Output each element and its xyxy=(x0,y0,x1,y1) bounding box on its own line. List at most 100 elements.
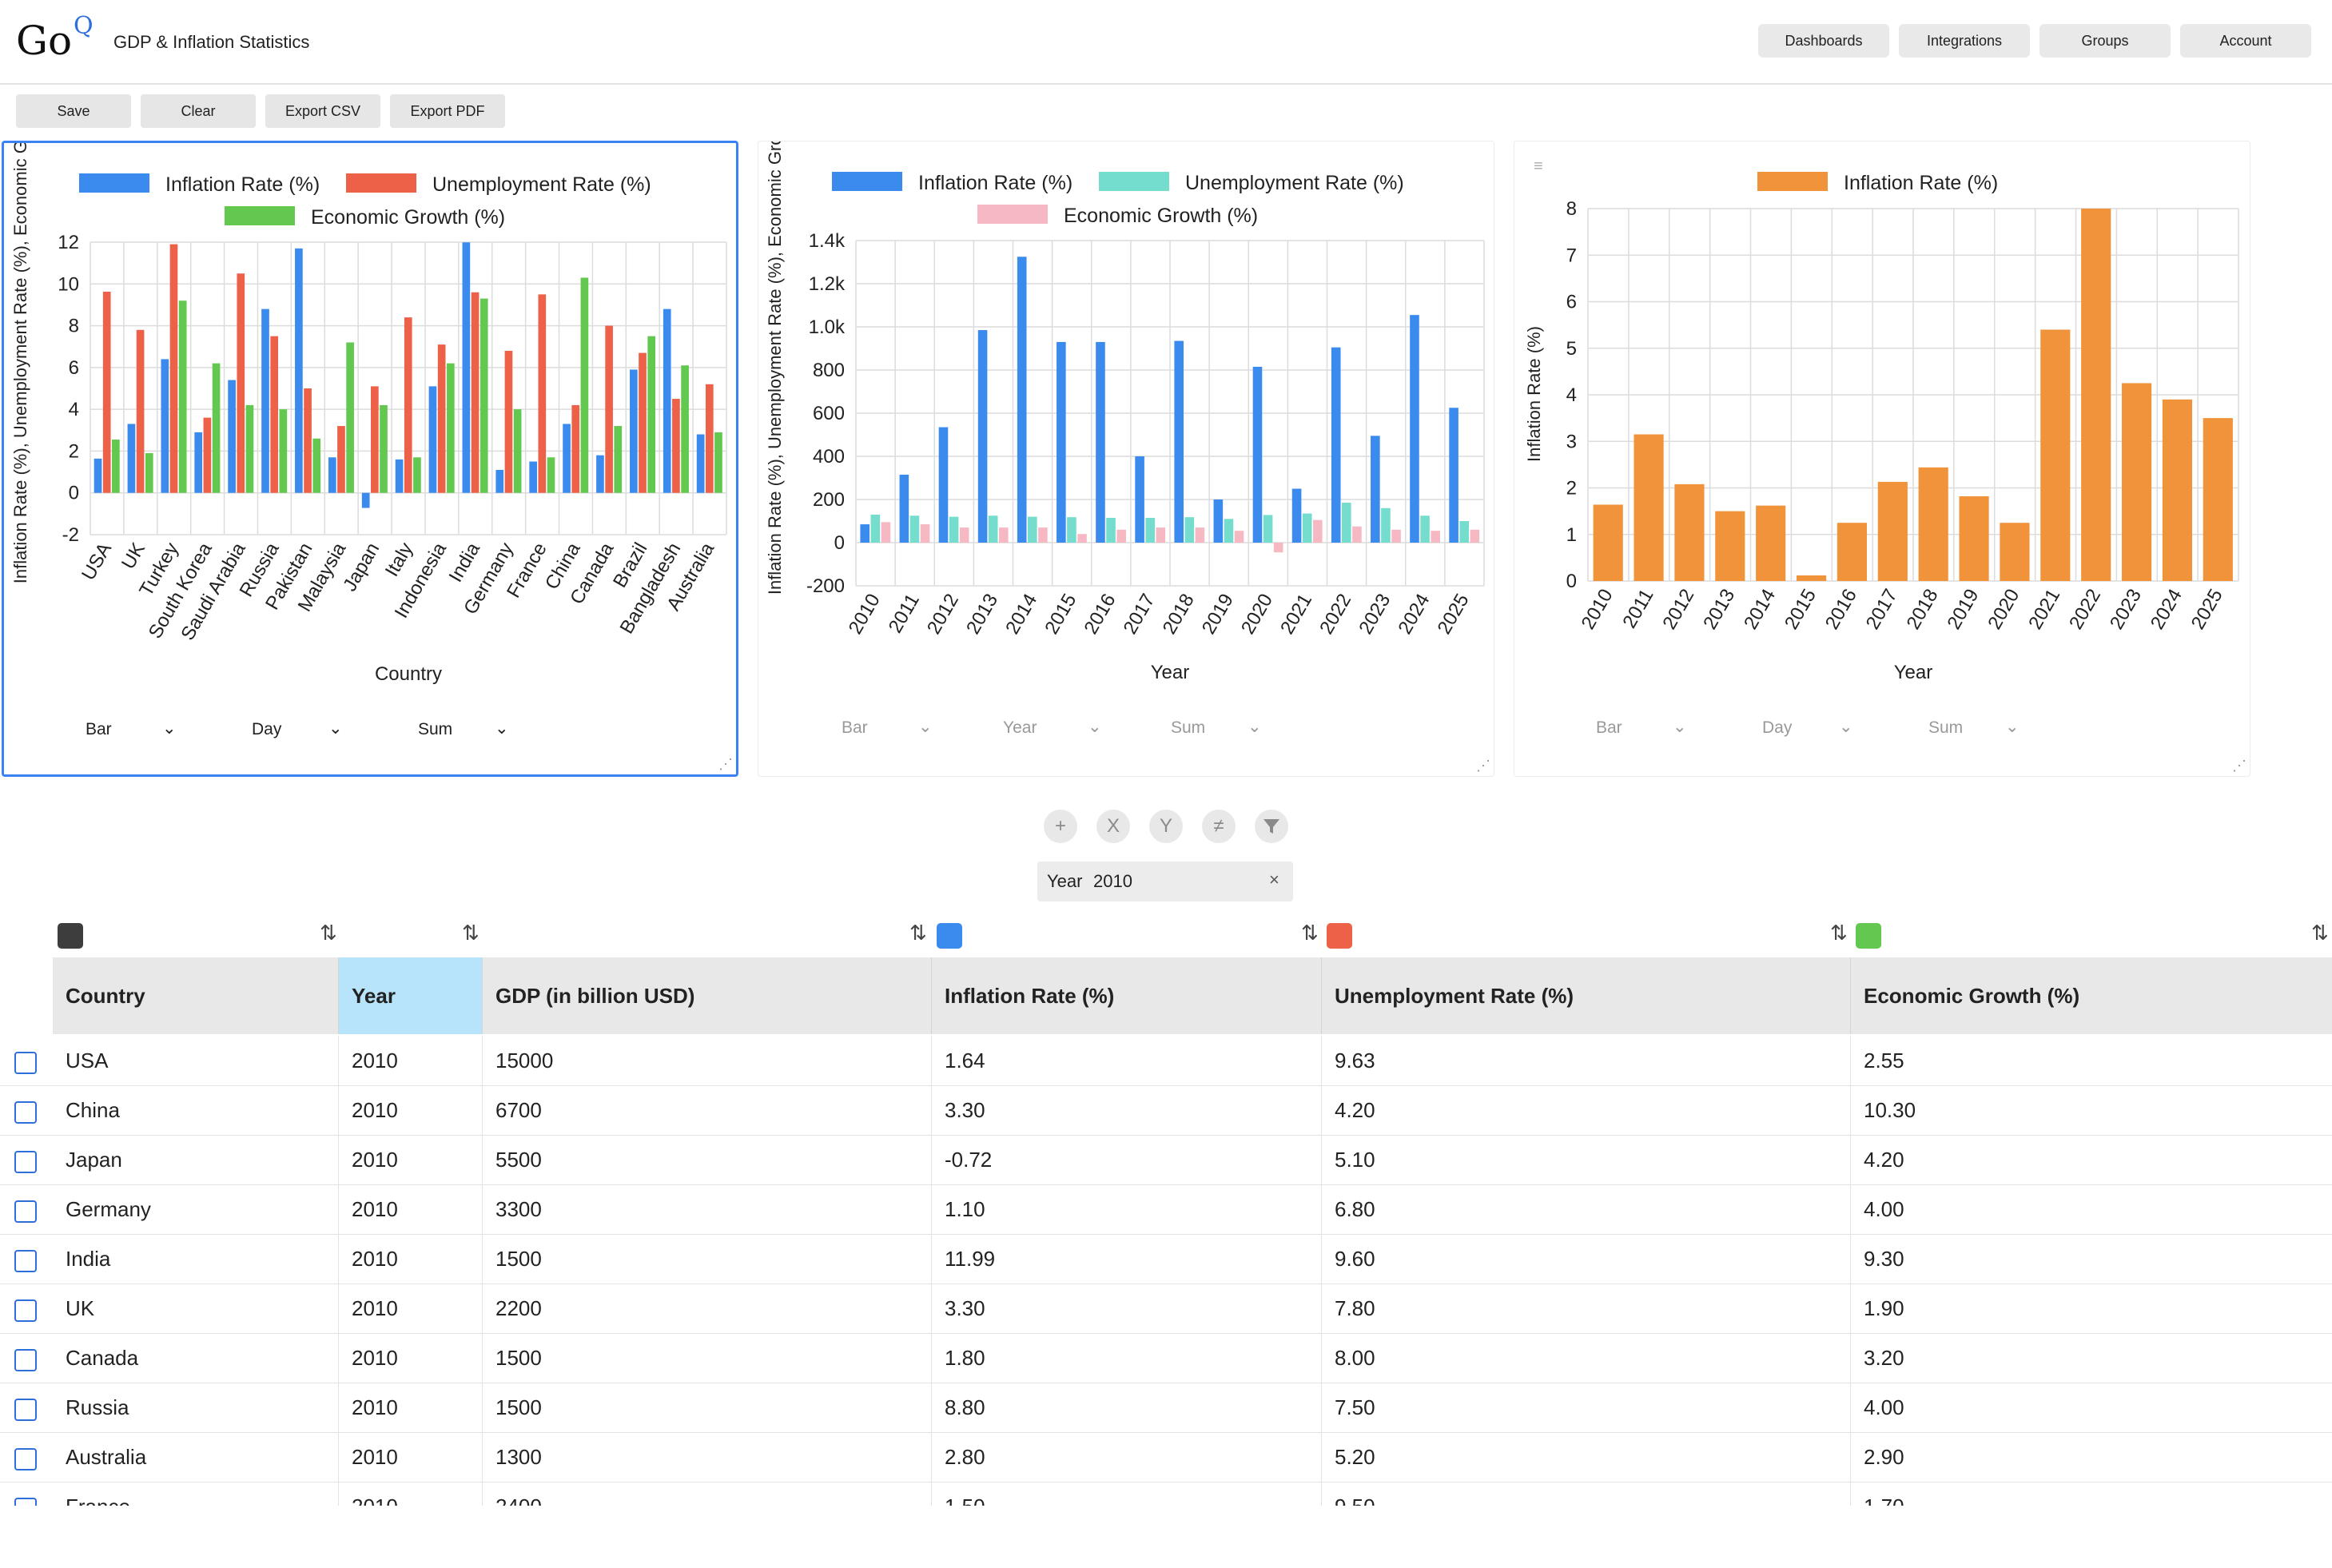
app-logo[interactable]: GoQ xyxy=(16,12,94,64)
chart-type-select[interactable]: Bar ⌄ xyxy=(1596,718,1687,737)
column-header-growth[interactable]: Economic Growth (%) xyxy=(1864,983,2080,1008)
row-checkbox[interactable] xyxy=(14,1498,37,1506)
cell-year: 2010 xyxy=(339,1234,483,1283)
cell-country: Canada xyxy=(53,1333,339,1383)
add-icon[interactable]: + xyxy=(1044,810,1077,843)
color-swatch-inflation[interactable] xyxy=(937,923,962,949)
column-header-country[interactable]: Country xyxy=(53,957,339,1034)
row-checkbox[interactable] xyxy=(14,1101,37,1124)
column-header-year[interactable]: Year xyxy=(339,957,483,1034)
table-row[interactable]: Japan 2010 5500 -0.72 5.10 4.20 xyxy=(0,1135,2332,1185)
bar-unemploymentrate xyxy=(203,417,212,493)
save-button[interactable]: Save xyxy=(16,94,131,128)
bar-inflationrate xyxy=(2162,399,2193,581)
legend-swatch xyxy=(977,205,1048,224)
clear-button[interactable]: Clear xyxy=(141,94,256,128)
sort-icon[interactable]: ⇅ xyxy=(320,921,337,945)
bar-unemploymentrate xyxy=(136,329,145,493)
row-checkbox[interactable] xyxy=(14,1052,37,1074)
column-header-gdp[interactable]: GDP (in billion USD) xyxy=(483,957,932,1034)
row-checkbox[interactable] xyxy=(14,1448,37,1470)
cell-country: Germany xyxy=(53,1184,339,1234)
granularity-select[interactable]: Day ⌄ xyxy=(252,719,343,738)
table-row[interactable]: India 2010 1500 11.99 9.60 9.30 xyxy=(0,1234,2332,1284)
resize-handle-icon[interactable]: ⋰ xyxy=(2232,758,2246,774)
export-csv-button[interactable]: Export CSV xyxy=(265,94,380,128)
aggregate-select[interactable]: Sum ⌄ xyxy=(1928,718,2020,737)
resize-handle-icon[interactable]: ⋰ xyxy=(1476,758,1490,774)
row-checkbox[interactable] xyxy=(14,1250,37,1272)
column-header-inflation[interactable]: Inflation Rate (%) xyxy=(932,957,1322,1034)
cell-year: 2010 xyxy=(339,1333,483,1383)
aggregate-select[interactable]: Sum ⌄ xyxy=(418,719,509,738)
table-body: USA 2010 15000 1.64 9.63 2.55 China 2010 6700 3.3… xyxy=(0,1036,2332,1506)
resize-handle-icon[interactable]: ⋰ xyxy=(718,756,733,772)
table-row[interactable]: UK 2010 2200 3.30 7.80 1.90 xyxy=(0,1283,2332,1334)
color-swatch-unemployment[interactable] xyxy=(1327,923,1352,949)
x-axis-icon[interactable]: X xyxy=(1096,810,1130,843)
granularity-select[interactable]: Year ⌄ xyxy=(1003,718,1102,737)
y-axis-icon[interactable]: Y xyxy=(1149,810,1183,843)
bar-inflationrate xyxy=(361,492,370,508)
granularity-select[interactable]: Day ⌄ xyxy=(1762,718,1853,737)
color-swatch-country[interactable] xyxy=(58,923,83,949)
sort-icon[interactable]: ⇅ xyxy=(1830,921,1848,945)
table-row[interactable]: Germany 2010 3300 1.10 6.80 4.00 xyxy=(0,1184,2332,1235)
x-tick-label: 2018 xyxy=(1159,591,1199,639)
chart-type-select[interactable]: Bar ⌄ xyxy=(86,719,177,738)
bar-economicgrowth xyxy=(647,336,656,493)
x-tick-label: 2023 xyxy=(2106,586,2146,634)
chart-type-select[interactable]: Bar ⌄ xyxy=(842,718,933,737)
nav-groups-button[interactable]: Groups xyxy=(2040,24,2171,58)
aggregate-select[interactable]: Sum ⌄ xyxy=(1171,718,1262,737)
sort-icon[interactable]: ⇅ xyxy=(462,921,480,945)
x-tick-label: 2017 xyxy=(1120,591,1160,639)
chart-panel-year-multi[interactable]: -200 0 200 400 600 800 1.0k 1.2k 1.4k 2010 2011 201… xyxy=(758,141,1494,777)
cell-growth: 4.00 xyxy=(1864,1395,1904,1419)
table-row[interactable]: Australia 2010 1300 2.80 5.20 2.90 xyxy=(0,1432,2332,1482)
nav-dashboards-button[interactable]: Dashboards xyxy=(1758,24,1889,58)
chart-panel-year-inflation[interactable]: ≡ 0 1 2 3 4 5 6 7 8 2010 2011 2012 2013 2014 2015 2016 2… xyxy=(1514,141,2250,777)
bar-inflationrate xyxy=(1057,341,1066,543)
row-checkbox[interactable] xyxy=(14,1399,37,1421)
cell-unemployment: 8.00 xyxy=(1322,1333,1851,1383)
legend-swatch xyxy=(225,206,295,225)
table-row[interactable]: Russia 2010 1500 8.80 7.50 4.00 xyxy=(0,1383,2332,1433)
sort-icon[interactable]: ⇅ xyxy=(1301,921,1319,945)
bar-inflationrate xyxy=(228,380,236,493)
table-row[interactable]: USA 2010 15000 1.64 9.63 2.55 xyxy=(0,1036,2332,1086)
filter-chip[interactable]: Year 2010 × xyxy=(1037,862,1293,901)
sort-icon[interactable]: ⇅ xyxy=(2311,921,2329,945)
table-row[interactable]: France201024001.509.501.70 xyxy=(0,1482,2332,1506)
y-tick-label: 1 xyxy=(1566,524,1577,546)
clear-filter-icon[interactable]: × xyxy=(1269,870,1279,889)
cell-growth: 4.20 xyxy=(1864,1147,1904,1172)
menu-icon[interactable]: ≡ xyxy=(1534,157,1543,175)
table-row[interactable]: Canada 2010 1500 1.80 8.00 3.20 xyxy=(0,1333,2332,1383)
bar-unemploymentrate xyxy=(304,388,312,493)
bar-economicgrowth xyxy=(1116,529,1126,543)
row-checkbox[interactable] xyxy=(14,1349,37,1371)
cell-growth: 2.55 xyxy=(1864,1048,1904,1073)
cell-growth: 1.90 xyxy=(1864,1295,1904,1320)
cell-year: 2010 xyxy=(339,1184,483,1234)
bar-economicgrowth xyxy=(614,426,623,493)
not-equal-icon[interactable]: ≠ xyxy=(1202,810,1236,843)
export-pdf-button[interactable]: Export PDF xyxy=(390,94,505,128)
bar-unemploymentrate xyxy=(1224,519,1234,543)
sort-icon[interactable]: ⇅ xyxy=(909,921,927,945)
x-tick-label: 2017 xyxy=(1862,586,1902,634)
nav-account-button[interactable]: Account xyxy=(2180,24,2311,58)
bar-economicgrowth xyxy=(681,365,689,493)
bar-economicgrowth xyxy=(1431,531,1440,543)
chart-panel-country[interactable]: -2 0 2 4 6 8 10 12 USA UK Turkey South Korea Saudi A… xyxy=(2,141,738,777)
row-checkbox[interactable] xyxy=(14,1200,37,1223)
nav-integrations-button[interactable]: Integrations xyxy=(1899,24,2030,58)
color-swatch-growth[interactable] xyxy=(1856,923,1881,949)
column-header-unemployment[interactable]: Unemployment Rate (%) xyxy=(1322,957,1851,1034)
table-row[interactable]: China 2010 6700 3.30 4.20 10.30 xyxy=(0,1085,2332,1136)
filter-icon[interactable] xyxy=(1255,810,1288,843)
row-checkbox[interactable] xyxy=(14,1299,37,1322)
row-checkbox[interactable] xyxy=(14,1151,37,1173)
bar-unemploymentrate xyxy=(672,399,680,493)
